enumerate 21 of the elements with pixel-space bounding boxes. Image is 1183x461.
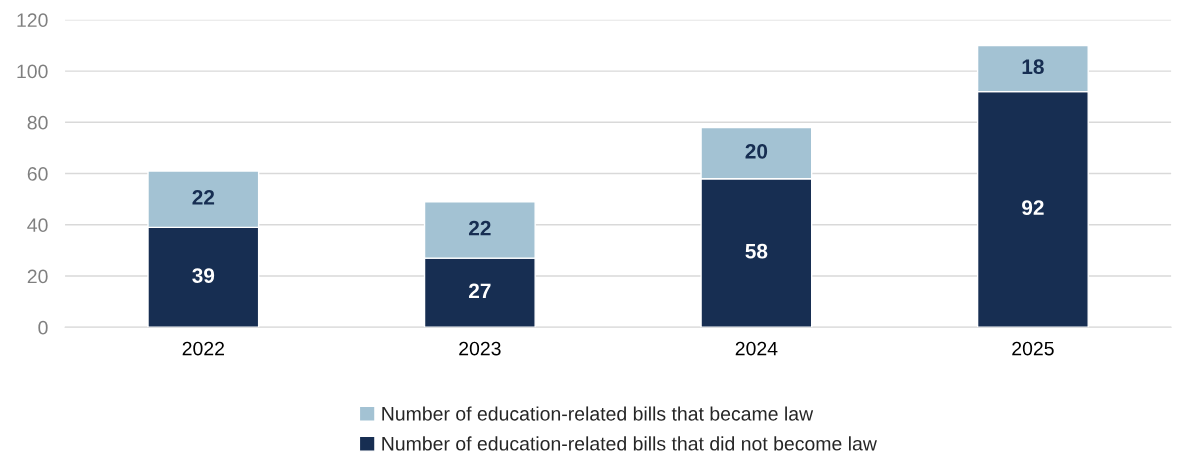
y-tick-label: 100 (17, 64, 48, 79)
y-tick-label: 60 (27, 167, 48, 181)
x-tick-label: 2022 (182, 341, 224, 356)
x-tick-label: 2024 (735, 341, 778, 356)
legend-label: Number of education-related bills that became law (382, 406, 814, 421)
legend-label: Number of education-related bills that did not become law (382, 436, 877, 451)
y-tick-label: 40 (27, 218, 48, 233)
data-label: 18 (1022, 59, 1044, 75)
y-tick-label: 0 (38, 320, 48, 335)
data-label: 92 (1022, 200, 1044, 216)
data-label: 20 (745, 143, 768, 159)
x-tick-label: 2023 (459, 341, 501, 356)
y-tick-label: 20 (27, 269, 48, 284)
data-label: 22 (468, 220, 491, 236)
data-label: 22 (192, 190, 215, 205)
data-label: 39 (192, 268, 215, 283)
data-label: 27 (468, 283, 491, 299)
y-tick-label: 80 (27, 115, 48, 130)
x-tick-label: 2025 (1012, 341, 1054, 356)
data-label: 58 (745, 243, 768, 259)
y-tick-label: 120 (17, 13, 48, 28)
